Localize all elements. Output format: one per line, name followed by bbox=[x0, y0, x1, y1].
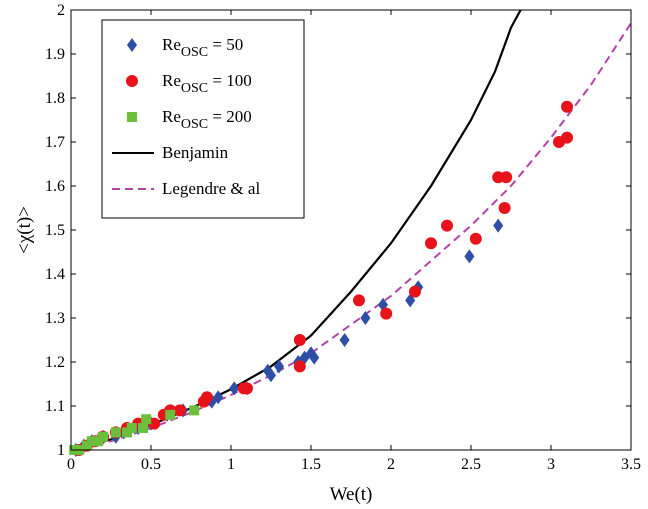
legend-marker-diamond bbox=[126, 38, 138, 52]
legend-marker-square bbox=[127, 112, 137, 122]
data-point-circle bbox=[173, 404, 186, 417]
x-tick-label: 2 bbox=[387, 456, 395, 473]
y-tick-label: 1.4 bbox=[45, 266, 65, 283]
legend-label-rest: = 50 bbox=[208, 35, 243, 54]
legend-entry-label: ReOSC = 50 bbox=[162, 35, 243, 60]
data-point-square bbox=[98, 431, 108, 442]
data-point-diamond bbox=[273, 359, 285, 374]
data-point-circle bbox=[469, 232, 482, 245]
data-point-square bbox=[189, 405, 200, 416]
data-point-circle bbox=[409, 285, 421, 298]
data-point-square bbox=[110, 427, 121, 438]
data-point-diamond bbox=[262, 363, 273, 378]
data-point-square bbox=[141, 414, 152, 425]
data-point-diamond bbox=[213, 390, 224, 405]
data-point-circle bbox=[561, 131, 573, 144]
data-point-circle bbox=[293, 360, 306, 373]
y-tick-label: 1 bbox=[57, 442, 65, 459]
x-tick-label: 0.5 bbox=[141, 456, 161, 473]
y-tick-label: 1.5 bbox=[45, 222, 65, 239]
x-tick-label: 1 bbox=[227, 456, 235, 473]
data-point-circle bbox=[353, 294, 365, 307]
legend-entry-label: Legendre & al bbox=[162, 179, 260, 198]
data-point-circle bbox=[441, 219, 453, 232]
data-point-circle bbox=[498, 202, 511, 214]
ticks-layer: 0 0.5 1 1.5 2 2.5 3 3.5 1 1.1 1.2 1.3 1.4 1.5 1.6 1.7 1.… bbox=[45, 2, 641, 473]
y-tick-label: 1.1 bbox=[45, 398, 65, 415]
y-tick-label: 2 bbox=[57, 2, 65, 19]
legend-label-main: Re bbox=[162, 107, 181, 126]
data-point-circle bbox=[500, 171, 513, 184]
data-point-square bbox=[86, 436, 97, 447]
data-point-circle bbox=[425, 237, 437, 250]
legend-entry-label: ReOSC = 200 bbox=[162, 107, 252, 132]
legend-label-rest: = 100 bbox=[208, 71, 252, 90]
x-tick-label: 0 bbox=[67, 456, 75, 473]
x-axis-label: We(t) bbox=[330, 484, 373, 505]
legend-label-main: Re bbox=[162, 35, 181, 54]
data-point-square bbox=[165, 409, 176, 420]
data-point-circle bbox=[380, 307, 393, 320]
data-point-square bbox=[138, 423, 148, 433]
data-point-circle bbox=[201, 391, 213, 404]
legend-marker-circle bbox=[126, 75, 138, 87]
data-point-diamond bbox=[309, 350, 320, 365]
x-tick-label: 2.5 bbox=[461, 456, 481, 473]
legend-label-main: Re bbox=[162, 71, 181, 90]
y-tick-label: 1.2 bbox=[45, 354, 65, 371]
legend-entry-label: ReOSC = 100 bbox=[162, 71, 252, 96]
data-point-circle bbox=[293, 334, 306, 346]
data-point-diamond bbox=[229, 381, 240, 396]
legend-label-sub: OSC bbox=[181, 45, 208, 60]
data-point-diamond bbox=[305, 346, 317, 361]
data-point-diamond bbox=[464, 249, 475, 264]
y-axis-label: <χ(t)> bbox=[14, 206, 35, 254]
y-tick-label: 1.8 bbox=[45, 90, 65, 107]
legend-entry-label: Benjamin bbox=[162, 143, 229, 162]
legend-label-sub: OSC bbox=[181, 117, 208, 132]
data-point-diamond bbox=[360, 311, 371, 325]
x-tick-label: 3 bbox=[547, 456, 555, 473]
points-layer bbox=[69, 100, 573, 457]
y-tick-label: 1.3 bbox=[45, 310, 65, 327]
x-tick-label: 1.5 bbox=[301, 456, 321, 473]
curve-legendre-al bbox=[70, 22, 632, 451]
data-point-diamond bbox=[339, 333, 350, 347]
data-point-circle bbox=[241, 382, 253, 395]
y-tick-label: 1.7 bbox=[45, 134, 65, 151]
data-point-square bbox=[126, 423, 137, 433]
data-point-circle bbox=[561, 100, 573, 113]
legend-label-sub: OSC bbox=[181, 81, 208, 96]
data-point-diamond bbox=[265, 368, 277, 383]
x-tick-label: 3.5 bbox=[621, 456, 641, 473]
y-tick-label: 1.6 bbox=[45, 178, 65, 195]
legend-label-rest: = 200 bbox=[208, 107, 252, 126]
y-tick-label: 1.9 bbox=[45, 46, 65, 63]
data-point-diamond bbox=[377, 297, 389, 312]
data-point-diamond bbox=[493, 218, 504, 233]
